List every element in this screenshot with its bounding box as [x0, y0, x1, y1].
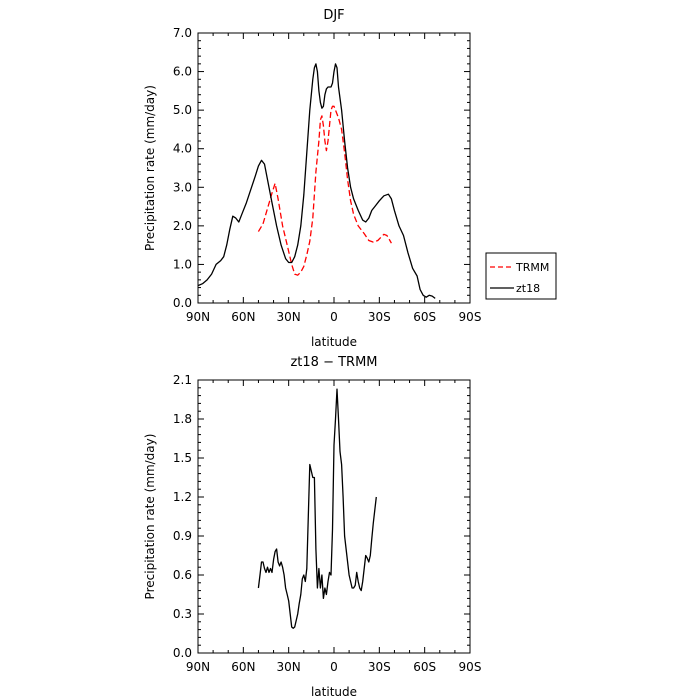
y-axis-label: Precipitation rate (mm/day) — [143, 434, 157, 600]
y-tick-label: 6.0 — [173, 65, 192, 79]
x-tick-label: 30S — [368, 310, 391, 324]
chart-title: DJF — [323, 8, 344, 23]
y-tick-label: 4.0 — [173, 142, 192, 156]
x-tick-label: 90S — [459, 310, 482, 324]
x-tick-label: 60N — [231, 310, 255, 324]
x-tick-label: 30S — [368, 660, 391, 674]
x-tick-label: 0 — [330, 310, 338, 324]
legend-box — [485, 252, 557, 300]
legend-label: TRMM — [515, 261, 549, 274]
y-tick-label: 3.0 — [173, 180, 192, 194]
x-axis-label: latitude — [311, 335, 357, 349]
x-tick-label: 90N — [186, 310, 210, 324]
y-tick-label: 0.3 — [173, 607, 192, 621]
y-tick-label: 1.0 — [173, 257, 192, 271]
chart-legend: TRMM zt18 — [485, 252, 557, 300]
y-tick-label: 0.0 — [173, 296, 192, 310]
x-tick-label: 60N — [231, 660, 255, 674]
y-tick-label: 2.0 — [173, 219, 192, 233]
x-tick-label: 90S — [459, 660, 482, 674]
series-line-difference — [257, 388, 377, 629]
x-axis-label: latitude — [311, 685, 357, 699]
x-tick-label: 30N — [277, 660, 301, 674]
x-tick-label: 30N — [277, 310, 301, 324]
x-tick-label: 60S — [413, 310, 436, 324]
chart-panel-difference: 90N 60N 30N 0 30S 60S 90S 0.0 0.3 0.6 0.9 1.2 1.5 1.8… — [143, 355, 481, 699]
y-axis-label: Precipitation rate (mm/day) — [143, 85, 157, 251]
x-tick-label: 0 — [330, 660, 338, 674]
y-tick-label: 1.2 — [173, 490, 192, 504]
y-tick-label: 5.0 — [173, 103, 192, 117]
y-tick-label: 1.8 — [173, 412, 192, 426]
plot-frame — [197, 379, 471, 654]
legend-label: zt18 — [516, 282, 540, 295]
chart-panel-djf: 90N 60N 30N 0 30S 60S 90S 0.0 1.0 2.0 3.0 4.0 5.0 6.0… — [143, 8, 481, 349]
y-tick-label: 0.9 — [173, 529, 192, 543]
y-tick-label: 0.0 — [173, 646, 192, 660]
y-tick-label: 7.0 — [173, 26, 192, 40]
y-tick-label: 2.1 — [173, 373, 192, 387]
y-tick-label: 1.5 — [173, 451, 192, 465]
series-line-zt18 — [197, 63, 436, 299]
x-tick-label: 60S — [413, 660, 436, 674]
chart-title: zt18 − TRMM — [290, 355, 377, 370]
series-line-trmm — [257, 105, 392, 276]
x-tick-label: 90N — [186, 660, 210, 674]
y-tick-label: 0.6 — [173, 568, 192, 582]
